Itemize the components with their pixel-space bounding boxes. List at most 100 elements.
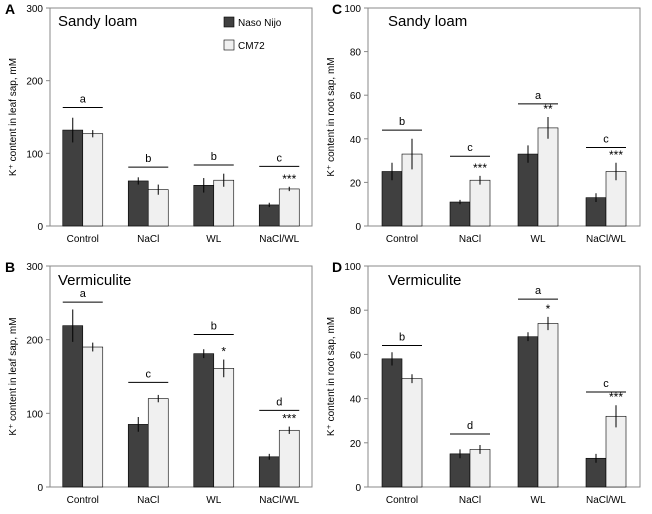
y-tick-label: 200 <box>26 77 43 88</box>
y-tick-label: 100 <box>26 149 43 160</box>
bar-naso-nijo <box>258 204 280 227</box>
y-tick-label: 20 <box>350 439 362 450</box>
x-tick-label: Control <box>67 234 99 245</box>
y-tick-label: 100 <box>26 409 43 420</box>
x-tick-label: WL <box>206 495 221 506</box>
significance-letter: a <box>80 94 87 106</box>
y-axis-label: K⁺ content in leaf sap, mM <box>8 58 19 176</box>
panel-title: Vermiculite <box>388 272 461 289</box>
y-axis-label: K⁺ content in root sap, mM <box>326 57 337 176</box>
bar-naso-nijo <box>258 456 280 488</box>
bar-cm72 <box>537 323 559 488</box>
bar-naso-nijo <box>127 180 149 227</box>
bar-naso-nijo <box>517 336 539 488</box>
y-tick-label: 100 <box>344 262 361 273</box>
legend-swatch-cm72 <box>223 39 235 51</box>
x-tick-label: Control <box>386 234 418 245</box>
x-tick-label: NaCl/WL <box>259 234 299 245</box>
bar-cm72 <box>537 127 559 227</box>
significance-stars: *** <box>282 412 296 426</box>
bar-cm72 <box>82 346 104 488</box>
y-tick-label: 20 <box>350 178 362 189</box>
significance-stars: *** <box>282 172 296 186</box>
y-tick-label: 0 <box>37 483 43 494</box>
y-axis-label: K⁺ content in root sap, mM <box>326 317 337 436</box>
bar-cm72 <box>469 179 491 227</box>
y-tick-label: 200 <box>26 336 43 347</box>
y-tick-label: 100 <box>344 4 361 15</box>
panel-letter: D <box>332 259 342 275</box>
y-tick-label: 60 <box>350 91 362 102</box>
significance-letter: b <box>399 332 405 344</box>
significance-letter: c <box>467 142 473 154</box>
x-tick-label: Control <box>67 495 99 506</box>
x-tick-label: WL <box>531 234 546 245</box>
x-tick-label: WL <box>206 234 221 245</box>
plot-frame <box>367 7 641 227</box>
significance-letter: c <box>603 378 609 390</box>
bar-naso-nijo <box>62 129 84 227</box>
significance-stars: ** <box>543 102 553 116</box>
legend-swatch-naso-nijo <box>223 16 235 28</box>
bar-naso-nijo <box>193 353 215 488</box>
significance-letter: b <box>211 321 217 333</box>
bar-cm72 <box>82 133 104 227</box>
x-tick-label: Control <box>386 495 418 506</box>
bar-cm72 <box>213 179 235 227</box>
y-tick-label: 0 <box>355 222 361 233</box>
significance-stars: *** <box>609 148 623 162</box>
significance-stars: *** <box>473 161 487 175</box>
bar-naso-nijo <box>449 201 471 227</box>
significance-letter: a <box>535 285 542 297</box>
y-tick-label: 300 <box>26 262 43 273</box>
significance-stars: *** <box>609 390 623 404</box>
significance-letter: b <box>211 151 217 163</box>
x-tick-label: NaCl/WL <box>586 495 626 506</box>
bar-naso-nijo <box>517 153 539 227</box>
y-tick-label: 40 <box>350 135 362 146</box>
x-tick-label: WL <box>531 495 546 506</box>
x-tick-label: NaCl/WL <box>259 495 299 506</box>
significance-letter: b <box>145 153 151 165</box>
y-tick-label: 0 <box>355 483 361 494</box>
bar-cm72 <box>213 368 235 488</box>
x-tick-label: NaCl <box>137 495 159 506</box>
panel-letter: C <box>332 1 342 17</box>
y-tick-label: 80 <box>350 48 362 59</box>
bar-cm72 <box>401 378 423 488</box>
panel-title: Sandy loam <box>58 13 137 30</box>
y-tick-label: 300 <box>26 4 43 15</box>
panel-letter: B <box>5 259 15 275</box>
bar-naso-nijo <box>62 325 84 488</box>
y-tick-label: 80 <box>350 306 362 317</box>
significance-letter: a <box>535 90 542 102</box>
bar-naso-nijo <box>381 358 403 488</box>
x-tick-label: NaCl <box>137 234 159 245</box>
y-tick-label: 60 <box>350 350 362 361</box>
significance-letter: c <box>277 152 283 164</box>
y-tick-label: 0 <box>37 222 43 233</box>
bar-naso-nijo <box>127 424 149 488</box>
significance-letter: d <box>467 420 473 432</box>
panel-letter: A <box>5 1 15 17</box>
bar-cm72 <box>278 188 300 227</box>
bar-cm72 <box>278 429 300 488</box>
x-tick-label: NaCl <box>459 234 481 245</box>
bar-cm72 <box>147 398 169 488</box>
significance-letter: b <box>399 116 405 128</box>
bar-naso-nijo <box>449 453 471 488</box>
legend-label: CM72 <box>238 41 265 52</box>
y-tick-label: 40 <box>350 395 362 406</box>
bar-cm72 <box>469 449 491 488</box>
panel-title: Vermiculite <box>58 272 131 289</box>
significance-letter: a <box>80 288 87 300</box>
x-tick-label: NaCl/WL <box>586 234 626 245</box>
significance-letter: c <box>603 134 609 146</box>
plot-frame <box>49 7 313 227</box>
plot-frame <box>367 265 641 488</box>
significance-stars: * <box>546 302 551 316</box>
significance-letter: c <box>146 368 152 380</box>
significance-letter: d <box>276 396 282 408</box>
legend-label: Naso Nijo <box>238 18 282 29</box>
